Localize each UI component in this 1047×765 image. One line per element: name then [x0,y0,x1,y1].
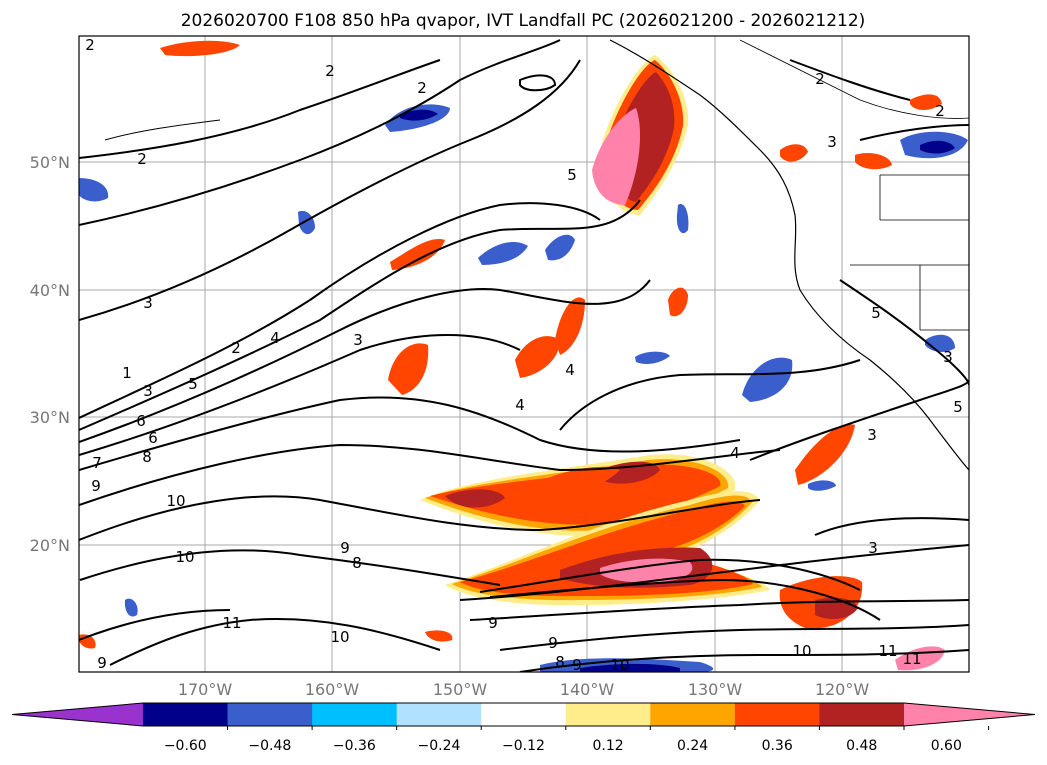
lat-label: 30°N [30,408,70,427]
contour-label: 2 [935,102,945,120]
coastline [104,39,969,471]
colorbar-bin [565,703,651,726]
ivt-contours [79,39,969,672]
contour-label: 6 [148,429,158,447]
colorbar-bin [819,703,905,726]
contour-label: 6 [136,412,146,430]
contour-label: 4 [730,444,740,462]
contour-label: 4 [515,396,525,414]
colorbar-tick-label: 0.48 [846,738,877,754]
colorbar-bin [396,703,482,726]
colorbar-tick-label: −0.48 [248,738,291,754]
lat-label: 40°N [30,281,70,300]
latitude-labels: 50°N 40°N 30°N 20°N [30,153,70,555]
lon-label: 140°W [560,680,615,699]
colorbar-bin [650,703,736,726]
contour-label: 5 [188,375,198,393]
contour-label: 3 [353,331,363,349]
contour-label: 1 [122,364,132,382]
contour-labels: 2 2 2 2 2 2 5 3 4 2 3 1 3 5 6 6 7 8 9 10… [85,36,963,674]
lat-label: 20°N [30,536,70,555]
contour-label: 9 [572,656,582,674]
contour-label: 3 [827,133,837,151]
contour-label: 3 [143,382,153,400]
colorbar-bin [143,703,229,726]
colorbar-outline [11,702,1036,727]
map-panel: 2 2 2 2 2 2 5 3 4 2 3 1 3 5 6 6 7 8 9 10… [79,36,969,674]
contour-label: 11 [902,650,921,668]
longitude-labels: 170°W 160°W 150°W 140°W 130°W 120°W [178,680,870,699]
contour-label: 9 [340,539,350,557]
contour-label: 4 [270,329,280,347]
colorbar-bin [481,703,567,726]
contour-label: 11 [222,614,241,632]
contour-label: 3 [943,348,953,366]
lon-label: 170°W [178,680,233,699]
lon-label: 160°W [305,680,360,699]
contour-label: 5 [871,304,881,322]
colorbar-tick-label: 0.24 [677,738,708,754]
contour-label: 10 [166,492,185,510]
colorbar-bin [227,703,313,726]
contour-label: 9 [91,477,101,495]
colorbar-tick-label: 0.60 [931,738,962,754]
colorbar-extend-high [904,703,1035,726]
colorbar-tick-label: −0.24 [417,738,460,754]
contour-label: 10 [792,642,811,660]
colorbar: −0.60 −0.48 −0.36 −0.24 −0.12 0.12 0.24 0.36 0.4… [11,702,1036,754]
colorbar-tick-label: −0.12 [502,738,545,754]
contour-label: 10 [330,628,349,646]
lat-label: 50°N [30,153,70,172]
contour-label: 3 [868,539,878,557]
contour-label: 8 [555,653,565,671]
contour-label: 2 [85,36,95,54]
contour-label: 9 [548,634,558,652]
colorbar-tick-label: 0.12 [592,738,623,754]
colorbar-bin [312,703,398,726]
map-title: 2026020700 F108 850 hPa qvapor, IVT Land… [181,11,866,31]
contour-label: 3 [143,294,153,312]
contour-label: 9 [97,654,107,672]
map-frame [78,35,970,673]
contour-label: 8 [142,448,152,466]
colorbar-bin [734,703,820,726]
contour-label: 2 [137,150,147,168]
colorbar-tick-label: −0.60 [164,738,207,754]
lon-label: 150°W [433,680,488,699]
colorbar-tick-label: 0.36 [762,738,793,754]
contour-label: 9 [488,614,498,632]
colorbar-tick-label: −0.36 [333,738,376,754]
contour-label: 2 [815,70,825,88]
contour-label: 10 [175,548,194,566]
lon-label: 120°W [815,680,870,699]
graticule [79,36,969,672]
contour-label: 2 [231,339,241,357]
contour-label: 4 [565,361,575,379]
contour-label: 7 [92,454,102,472]
contour-label: 2 [325,62,335,80]
contour-label: 5 [953,398,963,416]
contour-label: 11 [878,642,897,660]
colorbar-extend-low [12,703,143,726]
contour-label: 8 [352,554,362,572]
contour-label: 2 [417,79,427,97]
contour-label: 5 [567,166,577,184]
lon-label: 130°W [688,680,743,699]
contour-label: 3 [867,426,877,444]
contour-label: 10 [610,656,629,674]
